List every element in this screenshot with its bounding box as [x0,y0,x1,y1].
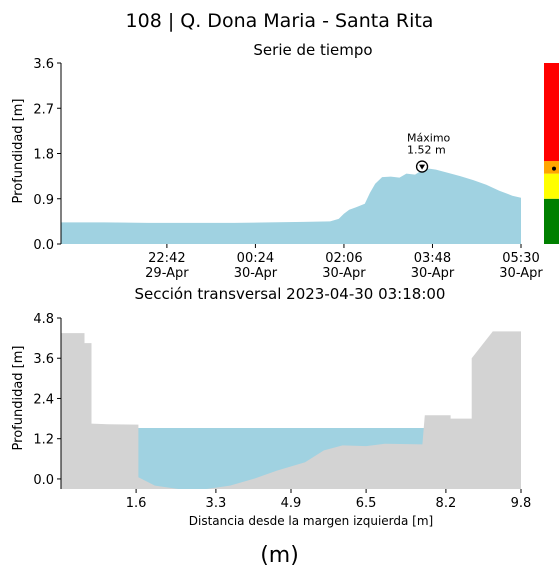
y-tick-label: 0.0 [33,473,54,488]
y-tick-label: 1.8 [33,148,54,163]
alert-segment [544,198,559,244]
y-tick-label: 3.6 [33,352,54,367]
x-tick-time-label: 05:30 [502,251,539,266]
alert-segment [544,161,559,174]
timeseries-title: Serie de tiempo [253,41,373,59]
x-tick-label: 4.9 [281,496,302,511]
y-tick-label: 0.0 [33,238,54,253]
max-annotation: Máximo 1.52 m [407,132,451,173]
cross-section-x-label: Distancia desde la margen izquierda [m] [189,514,433,528]
figure-title: 108 | Q. Dona Maria - Santa Rita [125,10,434,32]
alert-marker-icon [552,166,556,171]
timeseries-y-ticks: 0.0 0.9 1.8 2.7 3.6 [33,57,61,253]
x-tick-date-label: 30-Apr [234,266,278,281]
x-tick-date-label: 30-Apr [411,266,455,281]
panel-label: (m) [260,543,299,568]
x-tick-time-label: 02:06 [325,251,362,266]
x-tick-label: 9.8 [511,496,532,511]
cross-section-chart: 0.0 1.2 2.4 3.6 4.8 1.6 3.3 4.9 6.5 8.2 9.8 Profu… [11,312,531,528]
x-tick-time-label: 03:48 [414,251,451,266]
x-tick-label: 1.6 [126,496,147,511]
cross-section-title: Sección transversal 2023-04-30 03:18:00 [134,285,446,303]
alert-segment [544,173,559,199]
x-tick-date-label: 29-Apr [145,266,189,281]
max-marker-triangle [419,164,426,170]
alert-level-bar [544,63,559,244]
cross-section-y-ticks: 0.0 1.2 2.4 3.6 4.8 [33,312,61,488]
timeseries-chart: 0.00.91.82.73.6 22:4229-Apr00:2430-Apr02… [11,57,559,281]
depth-area [61,168,521,244]
y-tick-label: 0.9 [33,193,54,208]
y-tick-label: 2.7 [33,102,54,117]
cross-section-x-ticks: 1.6 3.3 4.9 6.5 8.2 9.8 [126,489,532,511]
max-annotation-label: Máximo [407,132,451,145]
x-tick-date-label: 30-Apr [322,266,366,281]
cross-section-y-label: Profundidad [m] [11,346,26,451]
x-tick-label: 3.3 [206,496,227,511]
ground-profile-area [61,331,521,489]
y-tick-label: 1.2 [33,433,54,448]
x-tick-time-label: 22:42 [148,251,185,266]
y-tick-label: 4.8 [33,312,54,327]
x-tick-label: 8.2 [436,496,457,511]
x-tick-date-label: 30-Apr [499,266,543,281]
y-tick-label: 3.6 [33,57,54,72]
timeseries-y-label: Profundidad [m] [11,99,26,204]
alert-segment [544,63,559,162]
x-tick-label: 6.5 [356,496,377,511]
max-annotation-value: 1.52 m [407,144,446,157]
x-tick-time-label: 00:24 [237,251,274,266]
y-tick-label: 2.4 [33,392,54,407]
timeseries-x-ticks: 22:4229-Apr00:2430-Apr02:0630-Apr03:4830… [145,244,543,281]
